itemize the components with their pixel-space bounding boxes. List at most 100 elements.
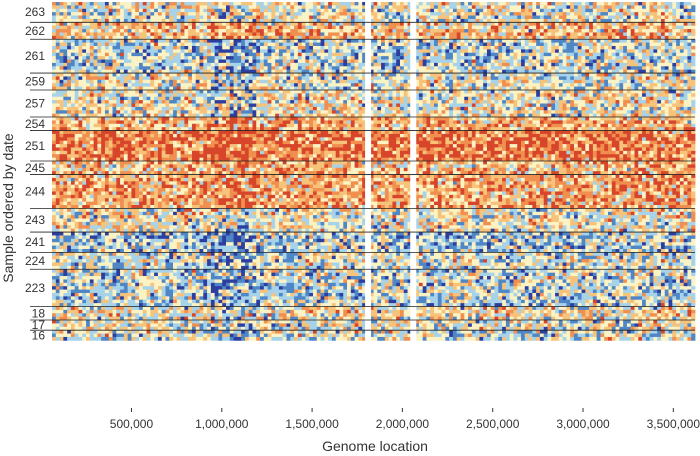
heatmap-cell [407, 25, 412, 30]
heatmap-cell [335, 83, 340, 87]
heatmap-cell [301, 22, 306, 27]
heatmap-cell [596, 93, 601, 98]
heatmap-cell [570, 86, 575, 91]
heatmap-cell [267, 73, 272, 77]
heatmap-cell [195, 49, 200, 54]
heatmap-cell [676, 59, 681, 64]
heatmap-cell [267, 15, 272, 20]
heatmap-cell [577, 59, 582, 64]
heatmap-cell [93, 76, 98, 81]
heatmap-cell [225, 29, 231, 33]
heatmap-cell [672, 32, 677, 37]
heatmap-cell [547, 18, 552, 23]
heatmap-cell [562, 79, 567, 84]
heatmap-cell [653, 76, 658, 81]
heatmap-cell [449, 5, 454, 10]
heatmap-cell [354, 59, 359, 64]
heatmap-cell [350, 83, 355, 87]
heatmap-cell [642, 15, 647, 20]
heatmap-cell [369, 52, 374, 57]
heatmap-cell [161, 35, 166, 40]
heatmap-cell [377, 45, 382, 50]
heatmap-cell [653, 45, 658, 50]
heatmap-cell [619, 76, 624, 81]
heatmap-cell [388, 59, 393, 64]
heatmap-cell [642, 76, 647, 81]
heatmap-cell [328, 2, 333, 6]
heatmap-cell [55, 49, 60, 54]
heatmap-cell [199, 35, 204, 40]
heatmap-cell [608, 39, 613, 43]
heatmap-cell [388, 83, 393, 87]
heatmap-cell [176, 83, 181, 87]
heatmap-cell [290, 56, 295, 60]
heatmap-cell [316, 32, 321, 37]
heatmap-cell [551, 45, 556, 50]
heatmap-cell [312, 32, 318, 37]
heatmap-cell [422, 39, 427, 43]
heatmap-cell [123, 12, 129, 16]
heatmap-cell [286, 29, 291, 33]
heatmap-cell [70, 45, 76, 50]
heatmap-cell [642, 29, 647, 33]
heatmap-cell [154, 83, 159, 87]
heatmap-cell [449, 2, 454, 6]
heatmap-cell [468, 73, 473, 77]
heatmap-cell [426, 29, 431, 33]
heatmap-cell [180, 2, 185, 6]
heatmap-cell [165, 93, 170, 98]
heatmap-cell [392, 86, 397, 91]
heatmap-cell [468, 56, 473, 60]
heatmap-cell [403, 35, 408, 40]
heatmap-cell [679, 5, 685, 10]
heatmap-cell [222, 42, 227, 47]
heatmap-cell [664, 96, 669, 101]
heatmap-cell [354, 45, 359, 50]
heatmap-cell [471, 22, 477, 27]
heatmap-cell [210, 8, 216, 13]
heatmap-cell [282, 62, 287, 67]
heatmap-cell [294, 62, 299, 67]
heatmap-cell [418, 15, 424, 20]
heatmap-cell [422, 42, 427, 47]
heatmap-cell [464, 25, 469, 30]
heatmap-cell [195, 76, 200, 81]
heatmap-cell [562, 2, 567, 6]
heatmap-cell [248, 15, 253, 20]
heatmap-cell [543, 15, 548, 20]
heatmap-cell [294, 76, 299, 81]
heatmap-cell [464, 89, 469, 94]
heatmap-cell [407, 29, 412, 33]
heatmap-cell [309, 39, 314, 43]
heatmap-cell [505, 93, 511, 98]
heatmap-cell [392, 39, 397, 43]
heatmap-cell [161, 25, 166, 30]
heatmap-cell [679, 69, 685, 74]
heatmap-cell [589, 73, 594, 77]
heatmap-cell [154, 76, 159, 81]
heatmap-cell [312, 2, 318, 6]
heatmap-cell [70, 69, 76, 74]
heatmap-cell [309, 5, 314, 10]
heatmap-cell [120, 42, 125, 47]
heatmap-cell [475, 52, 480, 57]
heatmap-cell [312, 96, 318, 101]
heatmap-cell [154, 59, 159, 64]
heatmap-cell [297, 83, 303, 87]
heatmap-cell [505, 2, 511, 6]
heatmap-cell [222, 35, 227, 40]
heatmap-cell [422, 56, 427, 60]
heatmap-cell [218, 22, 223, 27]
heatmap-cell [653, 56, 658, 60]
heatmap-cell [521, 56, 526, 60]
heatmap-cell [399, 18, 405, 23]
heatmap-cell [452, 89, 458, 94]
heatmap-cell [464, 2, 469, 6]
heatmap-cell [555, 15, 560, 20]
heatmap-cell [589, 42, 594, 47]
heatmap-cell [536, 62, 541, 67]
heatmap-cell [403, 15, 408, 20]
heatmap-cell [676, 73, 681, 77]
heatmap-cell [233, 100, 238, 104]
heatmap-cell [524, 12, 529, 16]
